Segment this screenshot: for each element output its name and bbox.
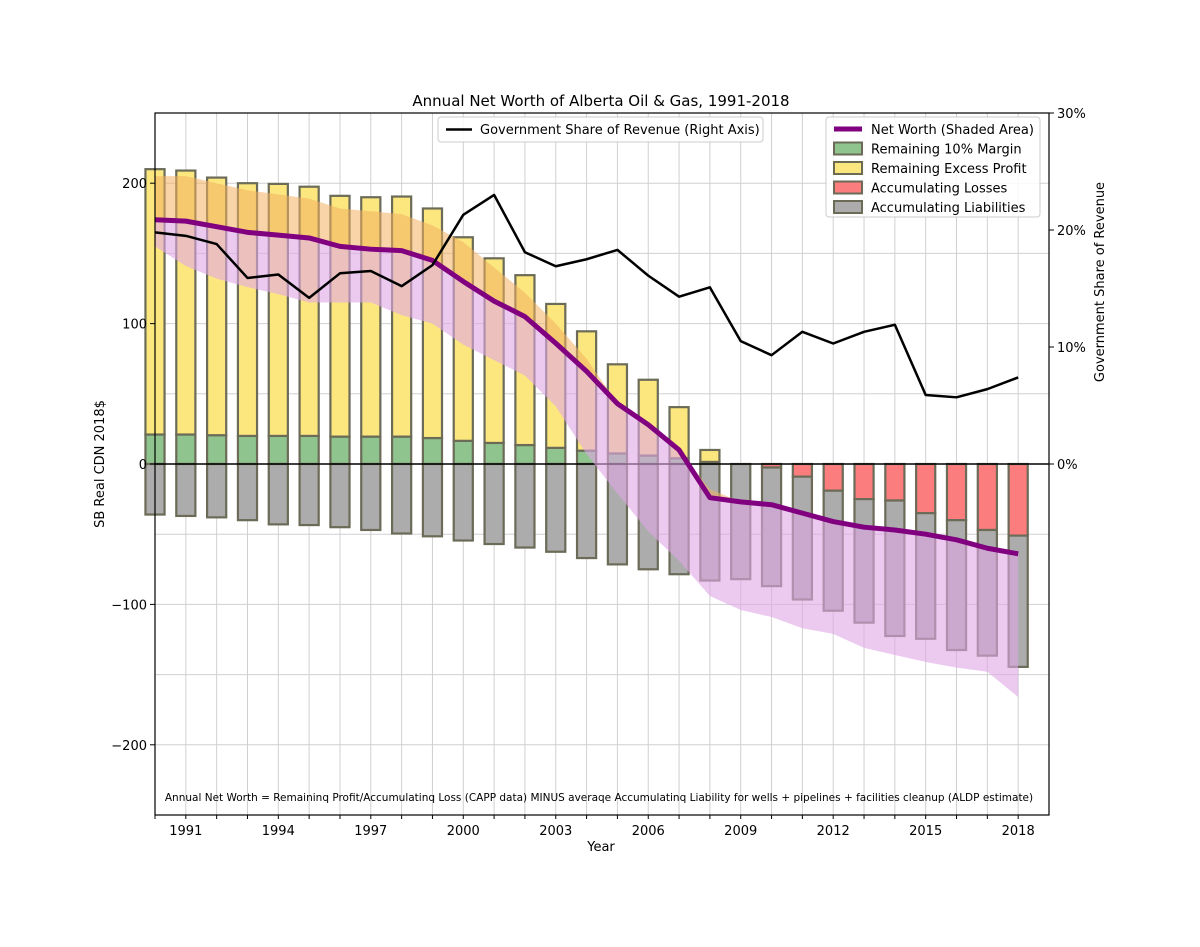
bar-losses (791, 462, 814, 478)
bar-margin (205, 434, 228, 466)
y-tick-label: 0 (139, 458, 147, 473)
legend-entry-label: Accumulating Liabilities (871, 201, 1026, 216)
bar-losses (976, 462, 999, 532)
legend-swatch-box (833, 161, 863, 175)
bar-liabilities (360, 462, 382, 532)
net-worth-band-lower (155, 219, 1019, 698)
bar-margin (360, 435, 382, 466)
bar-liabilities (483, 462, 505, 546)
y-axis-label: SB Real CDN 2018$ (93, 400, 108, 528)
x-axis-label: Year (586, 840, 615, 855)
bar-liabilities (421, 462, 444, 538)
y-tick-label: 100 (122, 318, 147, 333)
x-tick-label: 2012 (817, 824, 850, 839)
bar-losses (945, 462, 968, 522)
bar-margin (298, 434, 320, 466)
bar-margin (236, 434, 259, 466)
bar-losses (884, 462, 906, 502)
bar-liabilities (267, 462, 289, 526)
x-tick-label: 1997 (354, 824, 387, 839)
legend-gov-share-label: Government Share of Revenue (Right Axis) (480, 123, 760, 138)
bar-losses (1007, 462, 1029, 537)
net-worth-line (154, 217, 1019, 557)
legend-entry-label: Accumulating Losses (871, 182, 1008, 197)
legend-series-frame (825, 116, 1041, 218)
bar-liabilities (175, 462, 197, 518)
x-tick-label: 2000 (447, 824, 480, 839)
bar-margin (545, 446, 567, 466)
bar-liabilities (514, 462, 536, 549)
x-tick-label: 2003 (539, 824, 572, 839)
gov-share-line (154, 193, 1019, 399)
legend-swatch-box (833, 180, 863, 195)
bar-losses (822, 462, 844, 492)
bar-liabilities (390, 462, 413, 535)
legend-entry-label: Net Worth (Shaded Area) (871, 123, 1034, 138)
bar-margin (390, 435, 413, 466)
bar-liabilities (452, 462, 474, 542)
x-tick-label: 2015 (909, 824, 942, 839)
y2-tick-label: 30% (1057, 107, 1086, 122)
legend-swatch-box (833, 141, 863, 156)
y-tick-label: −100 (111, 598, 147, 613)
bar-margin (329, 435, 351, 466)
bar-liabilities (545, 462, 567, 553)
x-tick-label: 1991 (169, 824, 202, 839)
x-tick-label: 1994 (262, 824, 295, 839)
y-tick-label: 200 (122, 177, 147, 192)
bar-liabilities (298, 462, 320, 527)
bar-margin (421, 436, 444, 466)
bar-excess-profit (699, 448, 721, 463)
y2-axis-label: Government Share of Revenue (1093, 182, 1108, 382)
net-worth-band-upper (155, 176, 1019, 554)
y2-tick-label: 0% (1057, 458, 1078, 473)
bar-losses (915, 462, 937, 515)
legend-entry-label: Remaining 10% Margin (871, 143, 1022, 158)
bar-liabilities (575, 462, 598, 560)
axes-layer: 200 100 0 −100 −200 30% 20% 10% 0% 1991 1994 1997 20… (111, 107, 1086, 839)
legend-series: Net Worth (Shaded Area) Remaining 10% Mar… (825, 116, 1041, 218)
legend-gov-share-frame (437, 116, 764, 143)
lines-layer (154, 193, 1019, 557)
bar-liabilities (329, 462, 351, 529)
legend-swatch-box (833, 200, 863, 214)
bar-liabilities (205, 462, 228, 519)
legend-entry-label: Remaining Excess Profit (871, 162, 1027, 177)
bar-liabilities (236, 462, 259, 522)
chart-title: Annual Net Worth of Alberta Oil & Gas, 1… (412, 92, 789, 110)
x-tick-label: 2009 (724, 824, 757, 839)
bar-margin (175, 433, 197, 466)
y2-tick-label: 20% (1057, 224, 1086, 239)
y-tick-label: −200 (111, 739, 147, 754)
bar-margin (514, 443, 536, 466)
chart-annotation: Annual Net Worth = Remaininq Profit/Accu… (165, 792, 1033, 804)
bar-margin (452, 439, 474, 466)
bar-margin (267, 434, 289, 466)
net-worth-band-layer (155, 176, 1019, 698)
x-tick-label: 2006 (632, 824, 665, 839)
x-tick-label: 2018 (1002, 824, 1035, 839)
bar-losses (853, 462, 875, 501)
legend-gov-share: Government Share of Revenue (Right Axis) (437, 116, 764, 143)
y2-tick-label: 10% (1057, 341, 1086, 356)
bar-margin (483, 441, 505, 466)
